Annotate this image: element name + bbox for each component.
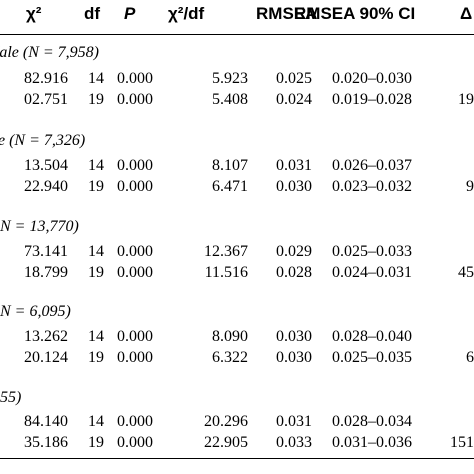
cell-chi2: 73.141: [24, 243, 68, 260]
cell-rmsea-ci: 0.025–0.033: [332, 243, 412, 260]
cell-df: 14: [88, 243, 104, 260]
cell-rmsea-ci: 0.028–0.034: [332, 413, 412, 430]
cell-chi2-df: 11.516: [204, 264, 248, 281]
group-label: e (N = 7,326): [0, 132, 86, 149]
header-rmsea: RMSEA: [256, 4, 318, 23]
cell-p: 0.000: [117, 349, 153, 366]
cell-chi2-df: 22.905: [204, 434, 248, 451]
cell-df: 14: [88, 413, 104, 430]
cell-rmsea: 0.033: [276, 434, 312, 451]
cell-chi2-df: 6.471: [212, 178, 248, 195]
cell-delta: 151: [450, 434, 474, 451]
cell-chi2-df: 8.107: [212, 157, 248, 174]
cell-p: 0.000: [117, 157, 153, 174]
cell-chi2-df: 12.367: [204, 243, 248, 260]
cell-df: 14: [88, 328, 104, 345]
cell-rmsea-ci: 0.031–0.036: [332, 434, 412, 451]
group-label: Male (N = 7,958): [0, 44, 99, 61]
cell-rmsea: 0.030: [276, 349, 312, 366]
cell-rmsea: 0.031: [276, 157, 312, 174]
cell-df: 19: [88, 434, 104, 451]
cell-df: 19: [88, 178, 104, 195]
cell-chi2: 13.504: [24, 157, 68, 174]
cell-p: 0.000: [117, 434, 153, 451]
header-df: df: [84, 4, 101, 23]
group-label: 55): [0, 389, 22, 406]
cell-rmsea-ci: 0.026–0.037: [332, 157, 412, 174]
header-delta: Δ: [460, 4, 473, 23]
header-chi2: χ²: [26, 4, 42, 23]
group-label: N = 6,095): [0, 303, 71, 320]
cell-chi2-df: 6.322: [212, 349, 248, 366]
cell-delta: 19: [458, 91, 474, 108]
cell-rmsea: 0.028: [276, 264, 312, 281]
cell-rmsea: 0.030: [276, 328, 312, 345]
cell-chi2-df: 5.923: [212, 70, 248, 87]
cell-chi2: 02.751: [24, 91, 68, 108]
cell-rmsea: 0.029: [276, 243, 312, 260]
cell-chi2-df: 5.408: [212, 91, 248, 108]
cell-p: 0.000: [117, 264, 153, 281]
cell-df: 19: [88, 264, 104, 281]
cell-chi2: 18.799: [24, 264, 68, 281]
cell-delta: 6: [466, 349, 474, 366]
cell-rmsea-ci: 0.024–0.031: [332, 264, 412, 281]
cell-rmsea-ci: 0.019–0.028: [332, 91, 412, 108]
cell-chi2: 22.940: [24, 178, 68, 195]
cell-chi2: 84.140: [24, 413, 68, 430]
cell-rmsea: 0.024: [276, 91, 312, 108]
header-rule: [0, 34, 474, 35]
cell-delta: 45: [458, 264, 474, 281]
cell-df: 14: [88, 157, 104, 174]
cell-chi2: 20.124: [24, 349, 68, 366]
cell-chi2: 13.262: [24, 328, 68, 345]
cell-p: 0.000: [117, 91, 153, 108]
group-label: N = 13,770): [0, 218, 79, 235]
header-p: P: [124, 4, 136, 23]
cell-p: 0.000: [117, 243, 153, 260]
bottom-rule: [0, 458, 474, 459]
cell-chi2: 35.186: [24, 434, 68, 451]
cell-chi2-df: 8.090: [212, 328, 248, 345]
cell-p: 0.000: [117, 70, 153, 87]
cell-p: 0.000: [117, 178, 153, 195]
cell-rmsea-ci: 0.020–0.030: [332, 70, 412, 87]
cell-df: 19: [88, 91, 104, 108]
cell-rmsea: 0.025: [276, 70, 312, 87]
header-rmsea-ci: RMSEA 90% CI: [294, 4, 416, 23]
cell-rmsea-ci: 0.028–0.040: [332, 328, 412, 345]
cell-rmsea-ci: 0.023–0.032: [332, 178, 412, 195]
cell-rmsea-ci: 0.025–0.035: [332, 349, 412, 366]
cell-df: 14: [88, 70, 104, 87]
cell-df: 19: [88, 349, 104, 366]
cell-chi2: 82.916: [24, 70, 68, 87]
cell-chi2-df: 20.296: [204, 413, 248, 430]
cell-rmsea: 0.030: [276, 178, 312, 195]
cell-p: 0.000: [117, 413, 153, 430]
cell-rmsea: 0.031: [276, 413, 312, 430]
header-chi2-df: χ²/df: [168, 4, 205, 23]
cell-p: 0.000: [117, 328, 153, 345]
cell-delta: 9: [466, 178, 474, 195]
